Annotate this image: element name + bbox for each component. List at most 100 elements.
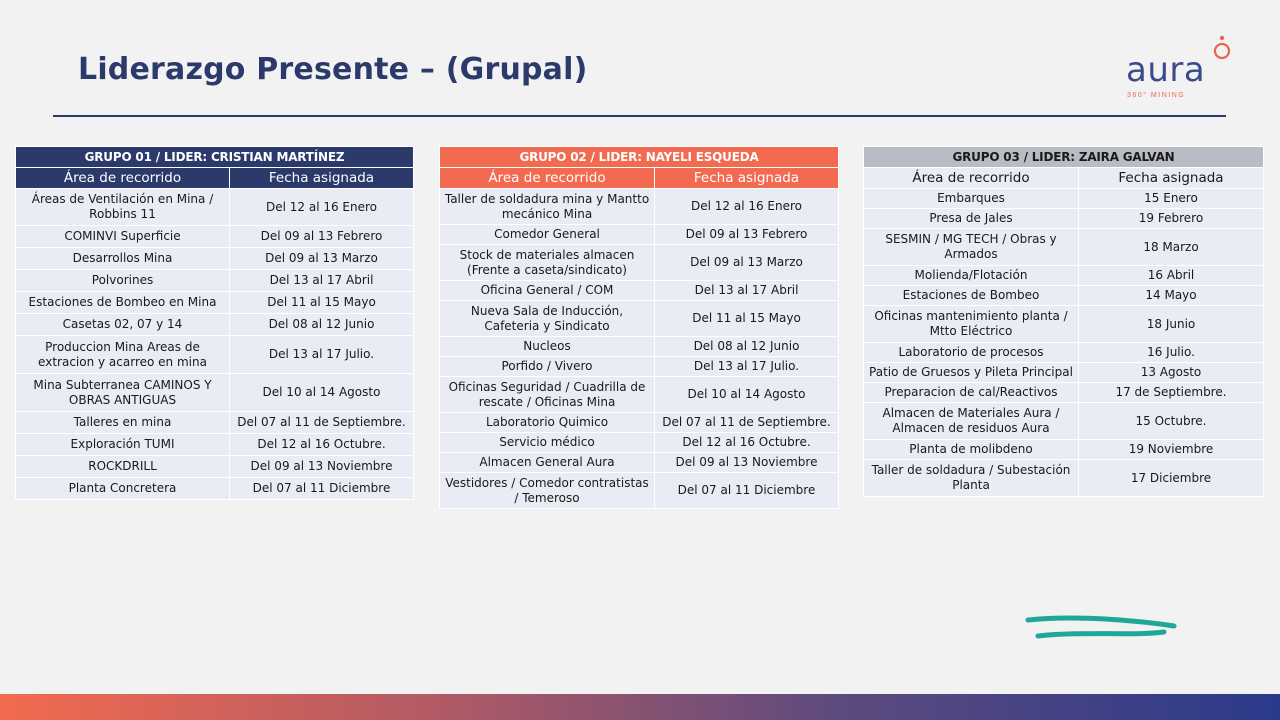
area-cell: Planta de molibdeno [863,439,1079,460]
page-title: Liderazgo Presente – (Grupal) [78,52,588,87]
area-cell: Nueva Sala de Inducción, Cafeteria y Sin… [439,300,655,337]
area-cell: Almacen General Aura [439,452,655,473]
date-cell: Del 09 al 13 Febrero [229,225,414,248]
date-cell: Del 12 al 16 Enero [229,188,414,226]
date-cell: 13 Agosto [1078,362,1264,383]
table-row: Oficina General / COM Del 13 al 17 Abril [439,280,839,301]
area-cell: Stock de materiales almacen (Frente a ca… [439,244,655,281]
area-cell: Patio de Gruesos y Pileta Principal [863,362,1079,383]
group-02-table: GRUPO 02 / LIDER: NAYELI ESQUEDA Área de… [439,146,839,509]
date-cell: 18 Marzo [1078,228,1264,266]
footer-gradient-bar [0,694,1280,720]
table-row: Preparacion de cal/Reactivos 17 de Septie… [863,382,1264,403]
date-cell: Del 11 al 15 Mayo [654,300,839,337]
column-header-area: Área de recorrido [15,167,230,189]
area-cell: Laboratorio de procesos [863,342,1079,363]
table-row: Nucleos Del 08 al 12 Junio [439,336,839,357]
date-cell: Del 09 al 13 Marzo [654,244,839,281]
title-divider [53,115,1226,117]
area-cell: Almacen de Materiales Aura / Almacen de … [863,402,1079,440]
date-cell: Del 12 al 16 Octubre. [654,432,839,453]
area-cell: Desarrollos Mina [15,247,230,270]
table-row: Exploración TUMI Del 12 al 16 Octubre. [15,433,414,456]
date-cell: Del 07 al 11 Diciembre [654,472,839,509]
area-cell: Taller de soldadura mina y Mantto mecáni… [439,188,655,225]
area-cell: Vestidores / Comedor contratistas / Teme… [439,472,655,509]
group-02-title: GRUPO 02 / LIDER: NAYELI ESQUEDA [439,146,839,168]
area-cell: Talleres en mina [15,411,230,434]
date-cell: Del 10 al 14 Agosto [229,373,414,412]
table-row: Áreas de Ventilación en Mina / Robbins 1… [15,188,414,226]
date-cell: 14 Mayo [1078,285,1264,306]
date-cell: Del 07 al 11 Diciembre [229,477,414,500]
table-row: Produccion Mina Areas de extracion y aca… [15,335,414,374]
area-cell: Oficinas mantenimiento planta / Mtto Elé… [863,305,1079,343]
table-row: Vestidores / Comedor contratistas / Teme… [439,472,839,509]
area-cell: Laboratorio Quimico [439,412,655,433]
date-cell: Del 09 al 13 Marzo [229,247,414,270]
table-row: Oficinas mantenimiento planta / Mtto Elé… [863,305,1264,343]
table-row: Molienda/Flotación 16 Abril [863,265,1264,286]
table-row: Mina Subterranea CAMINOS Y OBRAS ANTIGUA… [15,373,414,412]
table-row: Polvorines Del 13 al 17 Abril [15,269,414,292]
table-row: Laboratorio de procesos 16 Julio. [863,342,1264,363]
area-cell: Presa de Jales [863,208,1079,229]
column-header-date: Fecha asignada [229,167,414,189]
table-row: Servicio médico Del 12 al 16 Octubre. [439,432,839,453]
table-row: Laboratorio Quimico Del 07 al 11 de Septi… [439,412,839,433]
date-cell: Del 07 al 11 de Septiembre. [229,411,414,434]
area-cell: Casetas 02, 07 y 14 [15,313,230,336]
table-row: Talleres en mina Del 07 al 11 de Septiemb… [15,411,414,434]
date-cell: Del 12 al 16 Octubre. [229,433,414,456]
date-cell: Del 13 al 17 Abril [654,280,839,301]
area-cell: Embarques [863,188,1079,209]
date-cell: 18 Junio [1078,305,1264,343]
table-row: Casetas 02, 07 y 14 Del 08 al 12 Junio [15,313,414,336]
table-row: Nueva Sala de Inducción, Cafeteria y Sin… [439,300,839,337]
table-row: SESMIN / MG TECH / Obras y Armados 18 Mar… [863,228,1264,266]
date-cell: 19 Noviembre [1078,439,1264,460]
area-cell: Molienda/Flotación [863,265,1079,286]
table-row: Patio de Gruesos y Pileta Principal 13 Ag… [863,362,1264,383]
table-row: Oficinas Seguridad / Cuadrilla de rescat… [439,376,839,413]
area-cell: Estaciones de Bombeo en Mina [15,291,230,314]
column-header-area: Área de recorrido [863,167,1079,189]
group-01-title: GRUPO 01 / LIDER: CRISTIAN MARTÍNEZ [15,146,414,168]
date-cell: Del 08 al 12 Junio [229,313,414,336]
table-row: Planta Concretera Del 07 al 11 Diciembre [15,477,414,500]
column-header-date: Fecha asignada [654,167,839,189]
area-cell: Preparacion de cal/Reactivos [863,382,1079,403]
area-cell: ROCKDRILL [15,455,230,478]
area-cell: COMINVI Superficie [15,225,230,248]
date-cell: Del 13 al 17 Julio. [654,356,839,377]
table-row: ROCKDRILL Del 09 al 13 Noviembre [15,455,414,478]
table-row: Estaciones de Bombeo en Mina Del 11 al 15… [15,291,414,314]
area-cell: Polvorines [15,269,230,292]
date-cell: Del 10 al 14 Agosto [654,376,839,413]
decorative-swoosh-icon [1025,615,1177,639]
table-row: Planta de molibdeno 19 Noviembre [863,439,1264,460]
table-row: Estaciones de Bombeo 14 Mayo [863,285,1264,306]
date-cell: Del 09 al 13 Noviembre [229,455,414,478]
logo-tagline: 360° MINING [1127,92,1186,99]
date-cell: Del 09 al 13 Febrero [654,224,839,245]
date-cell: 19 Febrero [1078,208,1264,229]
area-cell: SESMIN / MG TECH / Obras y Armados [863,228,1079,266]
area-cell: Oficinas Seguridad / Cuadrilla de rescat… [439,376,655,413]
table-row: Comedor General Del 09 al 13 Febrero [439,224,839,245]
aura-logo-mark-icon [1213,35,1231,60]
table-row: Almacen General Aura Del 09 al 13 Noviemb… [439,452,839,473]
date-cell: Del 13 al 17 Julio. [229,335,414,374]
table-row: Embarques 15 Enero [863,188,1264,209]
table-row: Desarrollos Mina Del 09 al 13 Marzo [15,247,414,270]
column-header-area: Área de recorrido [439,167,655,189]
date-cell: 16 Julio. [1078,342,1264,363]
area-cell: Planta Concretera [15,477,230,500]
date-cell: 15 Octubre. [1078,402,1264,440]
date-cell: 17 Diciembre [1078,459,1264,497]
table-row: Taller de soldadura mina y Mantto mecáni… [439,188,839,225]
column-header-date: Fecha asignada [1078,167,1264,189]
date-cell: Del 08 al 12 Junio [654,336,839,357]
area-cell: Porfido / Vivero [439,356,655,377]
table-row: Taller de soldadura / Subestación Planta… [863,459,1264,497]
